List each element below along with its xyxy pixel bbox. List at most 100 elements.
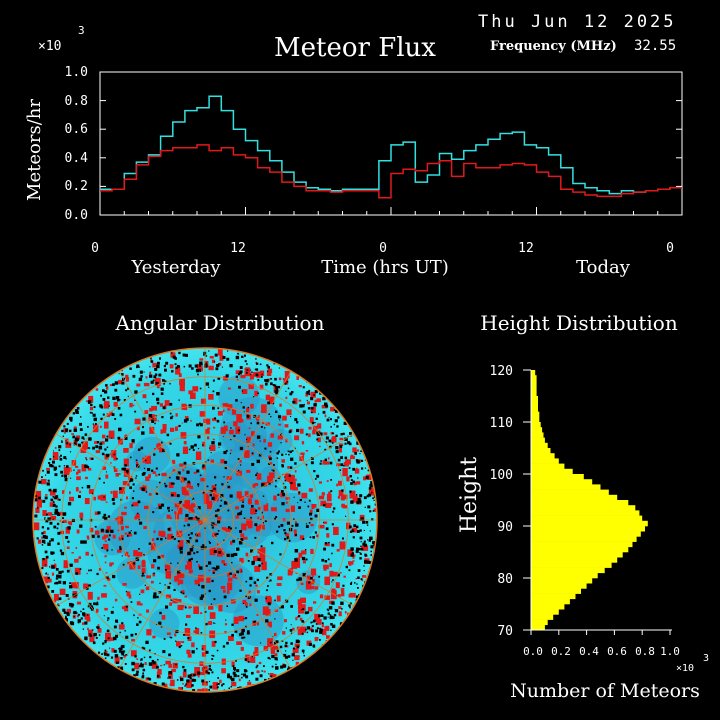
sky-red-speckle [129,443,133,449]
sky-dark-speckle [137,448,141,451]
sky-red-speckle [87,467,92,471]
sky-red-speckle [121,606,127,610]
sky-dark-speckle [171,352,173,354]
sky-dark-speckle [202,444,204,446]
sky-dark-speckle [47,527,50,530]
sky-red-speckle [323,564,329,570]
sky-red-speckle [134,418,141,425]
height-bar [531,619,548,626]
sky-dark-speckle [141,575,143,577]
sky-red-speckle [162,424,167,430]
sky-dark-speckle [79,422,82,426]
sky-red-speckle [268,624,272,628]
sky-dark-speckle [58,465,61,468]
sky-grid-spoke [55,519,206,607]
sky-dark-speckle [81,436,85,440]
sky-dark-speckle [312,645,316,648]
sky-dark-speckle [148,542,151,545]
sky-dark-speckle [46,585,50,589]
height-bars [531,370,648,631]
sky-dark-speckle [311,629,314,633]
sky-dark-speckle [80,617,83,620]
sky-dark-speckle [243,669,247,672]
sky-dark-speckle [87,401,90,404]
sky-dark-speckle [138,548,140,550]
sky-red-speckle [71,433,75,435]
sky-dark-speckle [284,382,287,385]
sky-dark-speckle [327,558,330,561]
sky-red-speckle [335,582,340,589]
height-bar [531,448,551,454]
sky-red-speckle [242,599,247,604]
sky-dark-speckle [246,631,250,635]
sky-dark-speckle [265,382,268,386]
sky-dark-speckle [156,401,160,405]
sky-red-speckle [356,467,358,470]
sky-dark-speckle [62,435,64,437]
sky-dark-speckle [187,480,191,484]
sky-dark-speckle [103,496,105,498]
sky-dark-speckle [368,493,372,497]
sky-red-speckle [314,613,320,623]
height-bar [531,520,648,527]
sky-dark-speckle [55,495,59,498]
sky-red-speckle [300,604,306,611]
sky-dark-speckle [221,483,224,486]
sky-dark-speckle [210,490,213,493]
sky-dark-speckle [305,628,307,631]
sky-dark-speckle [165,361,169,365]
sky-dark-speckle [105,384,108,387]
sky-red-speckle [65,526,70,534]
sky-red-speckle [190,606,192,609]
sky-dark-speckle [155,381,159,385]
sky-dark-speckle [209,542,211,544]
sky-dark-speckle [48,488,52,492]
sky-dark-speckle [92,641,96,645]
sky-red-speckle [220,427,226,434]
sky-red-speckle [54,563,57,566]
sky-dark-speckle [284,476,286,478]
sky-dark-speckle [174,363,177,366]
sky-dark-speckle [53,488,57,493]
sky-dark-speckle [299,498,302,502]
sky-dark-speckle [324,448,327,451]
sky-dark-speckle [170,599,173,601]
sky-dark-speckle [117,407,121,410]
sky-dark-speckle [47,479,50,482]
sky-dark-speckle [312,536,315,539]
sky-red-speckle [331,437,337,443]
sky-red-speckle [87,591,93,600]
sky-red-speckle [88,629,93,637]
sky-dark-speckle [127,472,129,474]
sky-dark-speckle [276,649,279,653]
sky-red-speckle [254,565,261,572]
sky-red-speckle [166,514,171,519]
sky-dark-speckle [279,553,282,556]
sky-dark-speckle [274,384,277,387]
sky-dark-speckle [313,403,317,407]
sky-dark-speckle [142,668,146,672]
height-bar [531,468,573,475]
height-bar [531,422,541,428]
sky-dark-speckle [219,504,222,507]
sky-dark-speckle [365,475,369,480]
sky-dark-speckle [212,572,215,574]
page-title: Meteor Flux [274,33,436,63]
sky-dark-speckle [264,447,267,450]
sky-red-speckle [153,417,157,422]
sky-dark-speckle [272,403,274,405]
sky-red-speckle [168,663,172,668]
sky-dark-speckle [145,491,148,493]
sky-dark-speckle [113,649,117,653]
sky-dark-speckle [348,569,351,572]
sky-dark-speckle [104,649,107,652]
sky-red-speckle [255,525,260,532]
sky-red-speckle [252,372,257,377]
sky-red-speckle [235,577,238,579]
sky-dark-speckle [86,465,90,469]
frequency-label: Frequency (MHz) [490,39,617,54]
sky-dark-speckle [369,538,371,541]
sky-dark-speckle [282,492,285,496]
sky-dark-speckle [64,610,65,612]
sky-red-speckle [250,508,256,515]
